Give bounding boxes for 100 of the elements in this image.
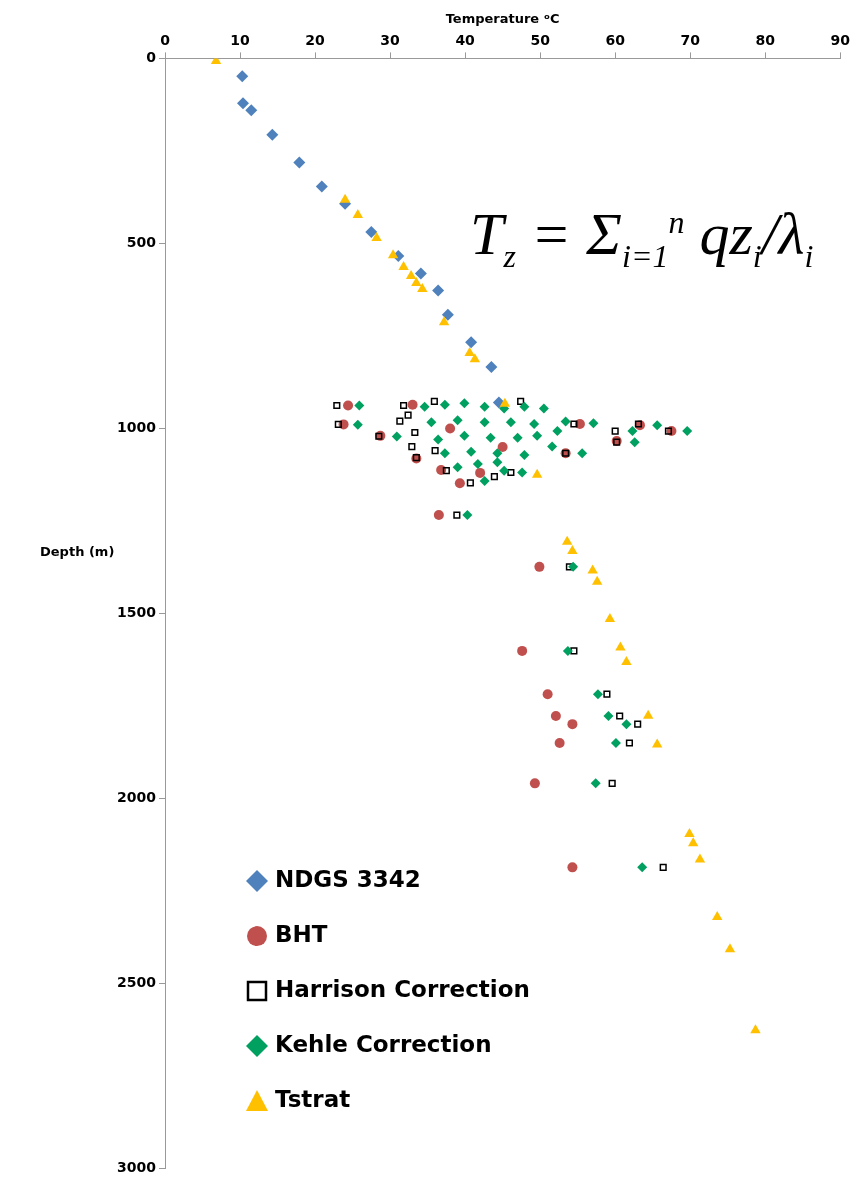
y-tick-label: 2500 xyxy=(117,974,157,991)
x-tick-label: 10 xyxy=(230,31,251,48)
point xyxy=(554,738,565,749)
point xyxy=(492,457,503,468)
point xyxy=(479,476,490,487)
point xyxy=(426,417,437,428)
point xyxy=(547,441,558,452)
point xyxy=(490,473,498,481)
point xyxy=(534,561,545,572)
point xyxy=(245,104,258,117)
point xyxy=(529,419,540,430)
point xyxy=(479,401,490,412)
x-tick-label: 70 xyxy=(680,31,701,48)
point xyxy=(519,450,530,461)
y-tick-label: 3000 xyxy=(117,1159,157,1176)
point xyxy=(604,613,616,623)
point xyxy=(517,397,525,406)
point xyxy=(404,411,412,419)
x-tick-label: 0 xyxy=(160,31,171,48)
point xyxy=(352,419,363,430)
point xyxy=(587,564,598,574)
point xyxy=(574,419,585,430)
x-tick-label: 30 xyxy=(380,31,401,48)
x-tick-label: 60 xyxy=(605,31,626,48)
point xyxy=(442,467,450,475)
point xyxy=(562,645,573,656)
point xyxy=(466,446,477,457)
point xyxy=(387,249,399,259)
point xyxy=(629,437,640,448)
legend-label: Tstrat xyxy=(275,1086,351,1113)
point xyxy=(712,910,723,920)
point xyxy=(452,415,463,426)
point xyxy=(627,426,638,437)
legend-label: BHT xyxy=(275,921,328,948)
point xyxy=(430,397,438,406)
point xyxy=(371,231,382,241)
point xyxy=(472,458,483,469)
point xyxy=(552,426,563,437)
point xyxy=(400,401,408,410)
point xyxy=(616,712,624,720)
point xyxy=(621,719,632,730)
point xyxy=(439,399,450,410)
point xyxy=(560,416,571,427)
point xyxy=(408,443,416,451)
point xyxy=(603,690,611,698)
point xyxy=(391,431,402,442)
point xyxy=(499,397,511,407)
point xyxy=(561,535,573,545)
point xyxy=(637,862,648,873)
point xyxy=(405,270,417,279)
point xyxy=(236,70,249,83)
point xyxy=(492,448,503,459)
point xyxy=(610,738,621,749)
point xyxy=(542,689,553,700)
point xyxy=(588,418,599,429)
point xyxy=(682,426,693,437)
point xyxy=(611,427,619,435)
point xyxy=(694,853,706,863)
point xyxy=(466,479,474,487)
point xyxy=(519,401,530,412)
point xyxy=(417,282,428,292)
point xyxy=(724,943,736,953)
point xyxy=(411,428,419,437)
point xyxy=(465,336,478,349)
legend-label: Kehle Correction xyxy=(275,1031,492,1058)
point xyxy=(354,400,365,411)
point xyxy=(567,719,578,730)
point xyxy=(431,447,439,455)
point xyxy=(570,647,578,655)
x-tick-label: 90 xyxy=(830,31,851,48)
point xyxy=(621,655,632,665)
point xyxy=(603,711,614,722)
point xyxy=(398,261,409,271)
x-tick-label: 50 xyxy=(530,31,551,48)
point xyxy=(433,434,444,445)
point xyxy=(750,1024,761,1034)
point xyxy=(550,711,561,722)
point xyxy=(453,511,461,519)
point xyxy=(315,180,328,193)
legend-label: NDGS 3342 xyxy=(275,866,421,893)
point xyxy=(441,308,454,321)
y-tick-label: 1000 xyxy=(117,419,157,436)
point xyxy=(517,467,528,478)
legend-label: Harrison Correction xyxy=(275,976,530,1003)
point xyxy=(485,361,498,374)
y-tick-label: 0 xyxy=(146,49,157,66)
point xyxy=(237,97,250,110)
point xyxy=(462,510,473,521)
point xyxy=(592,689,603,700)
point xyxy=(479,417,490,428)
point xyxy=(365,225,378,238)
point xyxy=(577,448,588,459)
point xyxy=(293,156,306,169)
point xyxy=(568,561,579,572)
point xyxy=(464,346,475,356)
x-axis-title: Temperature ᵒC xyxy=(445,11,560,27)
point xyxy=(565,563,573,571)
x-tick-label: 20 xyxy=(305,31,326,48)
point xyxy=(625,739,634,747)
point xyxy=(517,645,528,656)
